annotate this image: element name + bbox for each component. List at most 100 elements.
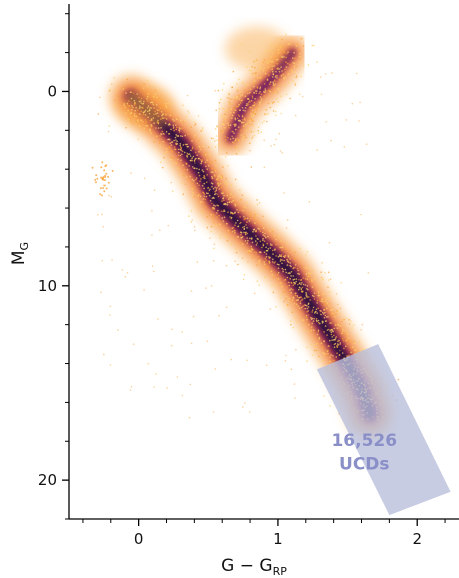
data-point [234,232,236,234]
data-point [166,387,168,389]
data-point [261,122,264,124]
data-point [313,292,316,295]
data-point [191,147,194,150]
data-point [348,319,350,321]
data-point [262,69,265,72]
data-point [143,111,145,113]
data-point [292,71,294,73]
data-point [245,85,247,87]
data-point [269,247,272,249]
data-point [138,100,141,103]
data-point [218,184,220,186]
data-point [254,66,256,69]
data-point [341,338,344,340]
data-point [365,143,368,145]
data-point [208,189,211,192]
data-point [140,110,142,113]
data-point [107,130,110,133]
data-point [329,339,331,342]
data-point [110,83,113,86]
data-point [320,93,323,96]
data-point [190,126,192,128]
data-point [273,235,276,237]
data-point [265,90,267,93]
data-point [345,317,347,320]
data-point [158,97,161,99]
data-point [165,118,168,120]
data-point [190,290,193,292]
data-point [324,302,326,304]
data-point [316,343,319,345]
data-point [241,94,243,96]
data-point [246,227,248,229]
data-point [149,119,151,122]
data-point [292,80,294,82]
data-point [139,123,141,125]
data-point [278,70,281,73]
data-point [251,115,253,117]
data-point [255,107,257,109]
data-point [271,52,274,54]
data-point [249,106,251,109]
data-point [245,66,248,68]
x-axis-label: G − GRP [221,556,287,578]
data-point [201,169,204,171]
data-point [181,182,183,184]
data-point [236,117,239,120]
data-point [256,219,258,222]
data-point [253,60,255,63]
data-point [147,362,150,365]
data-point [201,200,203,203]
data-point [297,283,299,286]
data-point [295,299,298,302]
data-point [267,248,270,250]
data-point [362,348,364,351]
data-point [262,234,265,236]
data-point [327,286,329,289]
data-point [311,326,313,328]
data-point [284,279,286,282]
data-point [263,120,265,122]
data-point [236,88,239,91]
data-point [159,107,162,110]
data-point [336,340,339,343]
data-point [294,82,296,84]
data-point [225,177,227,180]
data-point [306,287,308,290]
data-point [241,107,244,109]
data-point [298,278,300,281]
data-point [324,293,326,295]
data-point [350,351,352,354]
data-point [95,174,98,177]
data-point [157,119,159,122]
data-point [215,189,217,192]
data-point [282,74,285,77]
data-point [258,284,261,286]
data-point [350,347,353,349]
data-point [161,107,164,109]
data-point [203,174,205,177]
data-point [218,101,221,104]
data-point [310,329,313,332]
data-point [285,61,287,63]
data-point [187,145,189,148]
data-point [191,187,194,190]
data-point [342,328,344,331]
data-point [298,93,301,95]
data-point [285,271,288,274]
data-point [169,114,171,116]
data-point [240,231,242,233]
data-point [202,170,205,173]
data-point [253,216,256,219]
data-point [297,305,299,308]
data-point [104,165,107,168]
data-point [302,305,305,307]
data-point [152,95,155,98]
data-point [299,302,302,305]
data-point [234,138,237,140]
data-point [256,280,259,283]
data-point [223,199,225,201]
data-point [155,104,158,106]
data-point [220,176,222,178]
data-point [297,272,299,275]
